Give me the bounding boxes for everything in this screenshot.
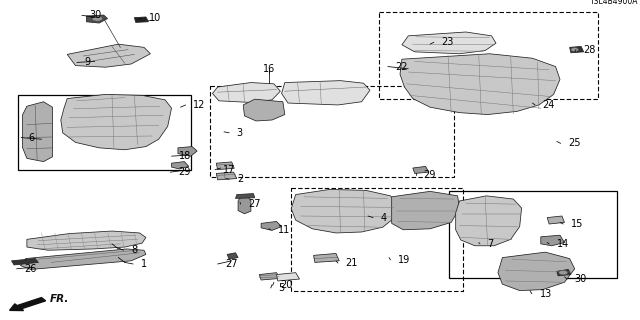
Text: 16: 16: [262, 64, 275, 74]
Polygon shape: [541, 235, 564, 246]
Polygon shape: [178, 147, 197, 156]
Polygon shape: [400, 54, 560, 115]
Polygon shape: [261, 221, 282, 230]
Text: 7: 7: [488, 239, 494, 249]
Text: 13: 13: [540, 289, 552, 299]
Polygon shape: [456, 196, 522, 246]
Bar: [449, 191, 617, 278]
FancyArrow shape: [10, 298, 45, 310]
Text: FR.: FR.: [50, 294, 69, 304]
Text: 15: 15: [571, 219, 583, 229]
Polygon shape: [282, 81, 370, 105]
Text: 12: 12: [193, 100, 205, 110]
Polygon shape: [291, 189, 398, 233]
Bar: [291, 188, 463, 291]
Text: 4: 4: [381, 212, 387, 223]
Polygon shape: [259, 273, 280, 280]
Text: 27: 27: [225, 259, 238, 269]
Circle shape: [571, 48, 579, 52]
Polygon shape: [236, 194, 255, 198]
Text: 25: 25: [568, 138, 581, 148]
Circle shape: [559, 270, 568, 275]
Text: 10: 10: [149, 13, 161, 23]
Text: 28: 28: [584, 44, 596, 55]
Polygon shape: [413, 166, 429, 173]
Text: 18: 18: [179, 151, 191, 161]
Polygon shape: [498, 252, 575, 291]
Text: 6: 6: [29, 132, 35, 143]
Polygon shape: [227, 253, 238, 259]
Text: 24: 24: [543, 100, 555, 110]
Text: 8: 8: [131, 245, 138, 255]
Polygon shape: [20, 249, 146, 269]
Polygon shape: [402, 32, 496, 54]
Circle shape: [92, 16, 102, 21]
Text: T3L4B4900A: T3L4B4900A: [590, 0, 639, 6]
Bar: [18, 95, 191, 170]
Polygon shape: [134, 17, 148, 22]
Text: 11: 11: [278, 225, 291, 235]
Polygon shape: [172, 162, 189, 169]
Polygon shape: [212, 83, 280, 102]
Text: 26: 26: [24, 264, 36, 274]
Polygon shape: [12, 259, 38, 265]
Polygon shape: [392, 191, 460, 230]
Text: 1: 1: [141, 259, 147, 269]
Text: 17: 17: [223, 164, 235, 175]
Text: 21: 21: [346, 258, 358, 268]
Polygon shape: [557, 269, 571, 276]
Text: 2: 2: [237, 174, 243, 184]
Polygon shape: [276, 273, 300, 281]
Polygon shape: [86, 15, 108, 23]
Text: 5: 5: [278, 283, 285, 293]
Polygon shape: [27, 231, 146, 250]
Polygon shape: [238, 196, 251, 214]
Text: 3: 3: [237, 128, 243, 138]
Polygon shape: [216, 172, 237, 180]
Text: 30: 30: [575, 274, 587, 284]
Polygon shape: [67, 44, 150, 67]
Polygon shape: [243, 99, 285, 121]
Polygon shape: [314, 253, 339, 262]
Polygon shape: [61, 94, 172, 150]
Polygon shape: [570, 46, 584, 53]
Polygon shape: [216, 162, 234, 170]
Polygon shape: [547, 216, 564, 224]
Text: 30: 30: [90, 10, 102, 20]
Text: 27: 27: [248, 199, 261, 209]
Bar: [379, 12, 598, 99]
Polygon shape: [22, 102, 52, 162]
Text: 9: 9: [84, 57, 91, 68]
Text: 29: 29: [178, 167, 190, 177]
Text: 14: 14: [557, 239, 569, 249]
Bar: [210, 86, 454, 177]
Text: 29: 29: [424, 170, 436, 180]
Text: 22: 22: [396, 61, 408, 72]
Text: 19: 19: [398, 255, 410, 265]
Text: 23: 23: [442, 37, 454, 47]
Text: 20: 20: [280, 280, 292, 291]
